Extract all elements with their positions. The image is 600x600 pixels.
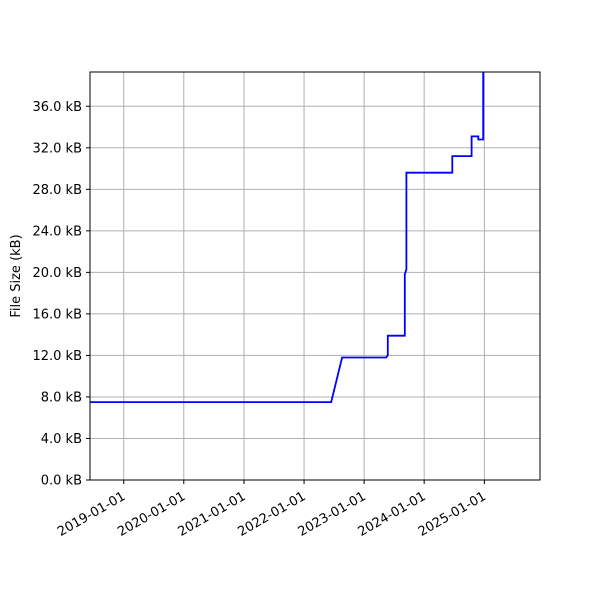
y-tick-label: 28.0 kB	[32, 183, 82, 198]
x-tick-label: 2022-01-01	[236, 489, 309, 540]
x-tick-label: 2021-01-01	[175, 489, 248, 540]
y-axis: 0.0 kB 4.0 kB 8.0 kB 12.0 kB 16.0 kB 20.0 kB 2…	[32, 100, 90, 489]
plot-frame	[89, 71, 541, 481]
y-tick-label: 32.0 kB	[32, 141, 82, 156]
y-tick-label: 20.0 kB	[32, 266, 82, 281]
x-tick-label: 2019-01-01	[55, 489, 128, 540]
x-axis: 2019-01-012020-01-012021-01-012022-01-01…	[55, 480, 489, 540]
series-layer	[90, 72, 485, 403]
y-tick-label: 24.0 kB	[32, 224, 82, 239]
x-tick-label: 2020-01-01	[115, 489, 188, 540]
series-line-0	[90, 72, 485, 403]
x-tick-label: 2023-01-01	[296, 489, 369, 540]
x-tick-label: 2025-01-01	[416, 489, 489, 540]
y-tick-label: 8.0 kB	[41, 390, 82, 405]
y-tick-label: 16.0 kB	[32, 307, 82, 322]
y-tick-label: 4.0 kB	[41, 432, 82, 447]
y-axis-label: File Size (kB)	[9, 234, 24, 317]
x-tick-label: 2024-01-01	[356, 489, 429, 540]
y-tick-label: 0.0 kB	[41, 474, 82, 489]
y-tick-label: 12.0 kB	[32, 349, 82, 364]
y-tick-label: 36.0 kB	[32, 100, 82, 115]
grid	[90, 72, 540, 481]
